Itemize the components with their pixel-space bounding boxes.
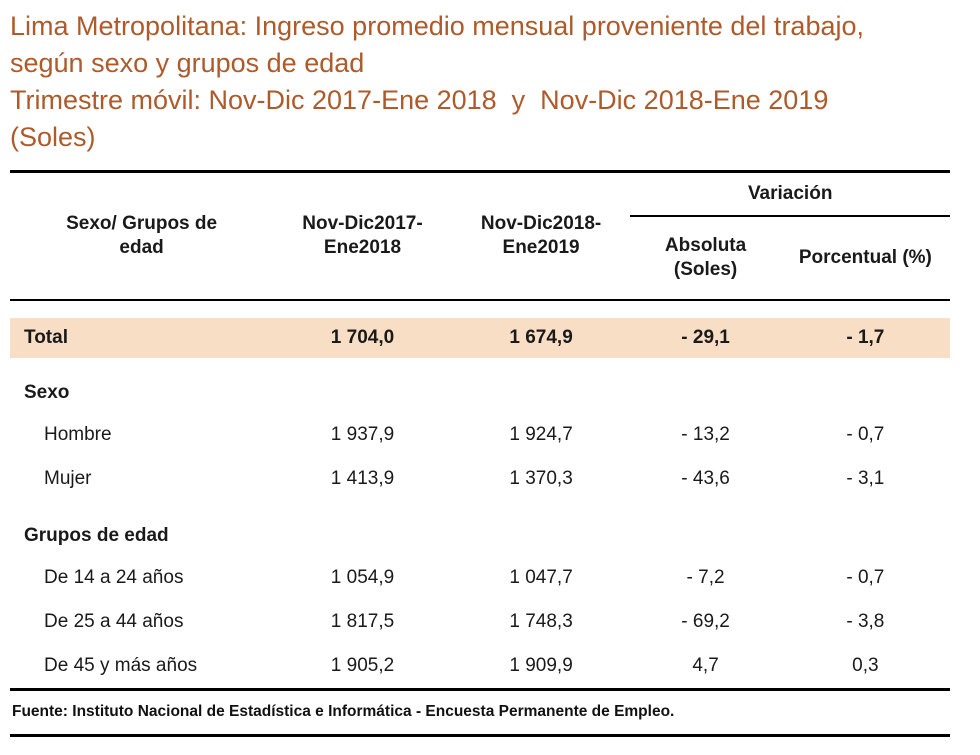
header-row-top: Sexo/ Grupos de edad Nov-Dic2017-Ene2018… (10, 171, 950, 258)
col-header-variation-absolute: Absoluta (Soles) (630, 216, 780, 300)
col-header-variation-group: Variación (630, 171, 950, 217)
row-label: De 14 a 24 años (44, 566, 184, 588)
row-label: Hombre (44, 423, 112, 445)
table-body: Total 1 704,0 1 674,9 - 29,1 - 1,7 Sexo … (10, 300, 950, 690)
source-note: Fuente: Instituto Nacional de Estadístic… (10, 691, 950, 737)
value-variation-absolute: - 7,2 (686, 566, 725, 588)
col-header-variation-absolute-label: Absoluta (Soles) (664, 234, 747, 280)
table-row-total: Total 1 704,0 1 674,9 - 29,1 - 1,7 (10, 317, 950, 358)
value-variation-absolute: - 43,6 (681, 467, 730, 489)
value-variation-absolute: - 69,2 (681, 610, 730, 632)
value-variation-percent: - 0,7 (846, 423, 885, 445)
value-period1: 1 054,9 (330, 566, 395, 588)
col-header-category: Sexo/ Grupos de edad (10, 172, 273, 300)
income-table: Sexo/ Grupos de edad Nov-Dic2017-Ene2018… (10, 170, 950, 691)
value-variation-percent: - 3,8 (846, 610, 885, 632)
col-header-period2-label: Nov-Dic2018-Ene2019 (480, 212, 602, 258)
value-period1: 1 905,2 (330, 654, 395, 676)
value-period1: 1 817,5 (330, 610, 395, 632)
value-variation-percent: - 1,7 (780, 317, 950, 358)
section-label: Sexo (24, 381, 70, 403)
value-variation-percent: 0,3 (852, 654, 879, 676)
row-label: De 25 a 44 años (44, 610, 184, 632)
value-period2: 1 924,7 (509, 423, 573, 445)
value-variation-absolute: - 13,2 (681, 423, 730, 445)
row-label: Mujer (44, 467, 92, 489)
report-title: Lima Metropolitana: Ingreso promedio men… (10, 8, 950, 156)
title-line-4: (Soles) (10, 122, 96, 152)
value-variation-percent: - 3,1 (846, 467, 885, 489)
header-row-sub: Absoluta (Soles) Porcentual (%) (10, 216, 950, 300)
title-line-2: según sexo y grupos de edad (10, 48, 365, 78)
value-variation-absolute: 4,7 (692, 654, 719, 676)
table-row-14-24: De 14 a 24 años 1 054,9 1 047,7 - 7,2 - … (10, 556, 950, 600)
table-row-hombre: Hombre 1 937,9 1 924,7 - 13,2 - 0,7 (10, 413, 950, 457)
value-period2: 1 047,7 (509, 566, 573, 588)
value-period2: 1 748,3 (509, 610, 573, 632)
value-period1: 1 413,9 (330, 467, 395, 489)
row-label: De 45 y más años (44, 654, 198, 676)
value-period2: 1 370,3 (509, 467, 573, 489)
value-variation-percent: - 0,7 (846, 566, 885, 588)
title-line-3: Trimestre móvil: Nov-Dic 2017-Ene 2018 y… (10, 85, 829, 115)
table-section-grupos-de-edad: Grupos de edad (10, 501, 950, 556)
table-row-25-44: De 25 a 44 años 1 817,5 1 748,3 - 69,2 -… (10, 600, 950, 644)
table-section-sexo: Sexo (10, 358, 950, 413)
row-label: Total (10, 317, 274, 358)
table-header: Sexo/ Grupos de edad Nov-Dic2017-Ene2018… (10, 171, 950, 300)
section-label: Grupos de edad (24, 524, 169, 546)
col-header-period1-label: Nov-Dic2017-Ene2018 (302, 212, 423, 258)
table-row-mujer: Mujer 1 413,9 1 370,3 - 43,6 - 3,1 (10, 457, 950, 501)
spacer-row (10, 300, 950, 318)
value-variation-absolute: - 29,1 (630, 317, 781, 358)
col-header-category-label: Sexo/ Grupos de edad (66, 212, 218, 258)
col-header-variation-percent: Porcentual (%) (798, 246, 932, 268)
col-header-period1: Nov-Dic2017-Ene2018 (273, 172, 452, 300)
report-page: Lima Metropolitana: Ingreso promedio men… (10, 8, 950, 737)
value-period2: 1 674,9 (451, 317, 631, 358)
title-line-1: Lima Metropolitana: Ingreso promedio men… (10, 11, 864, 41)
value-period1: 1 937,9 (330, 423, 395, 445)
value-period2: 1 909,9 (509, 654, 573, 676)
value-period1: 1 704,0 (273, 317, 452, 358)
col-header-period2: Nov-Dic2018-Ene2019 (452, 172, 631, 300)
table-row-45-mas: De 45 y más años 1 905,2 1 909,9 4,7 0,3 (10, 644, 950, 690)
